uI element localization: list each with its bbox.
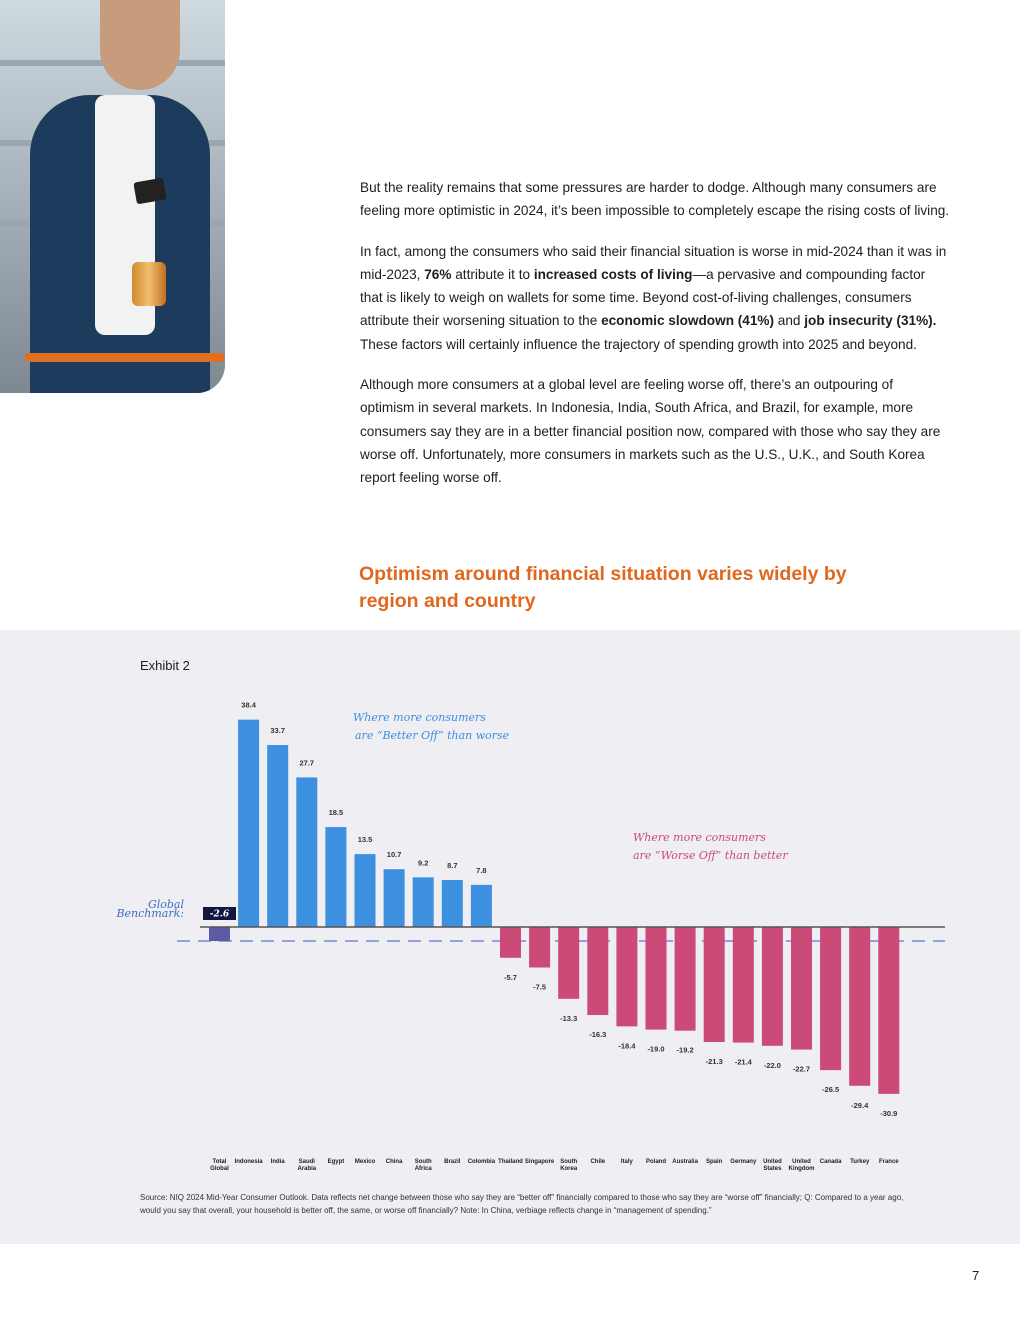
bar-south-korea (558, 927, 580, 999)
annotation-better-off: Where more consumers are “Better Off” tha… (353, 711, 510, 742)
data-label: -21.4 (735, 1058, 753, 1067)
hero-photo (0, 0, 225, 393)
bar-china (383, 869, 405, 927)
bar-france (878, 927, 900, 1094)
bar-germany (732, 927, 754, 1043)
data-label: -7.5 (533, 983, 546, 992)
x-tick-label: Poland (646, 1159, 666, 1165)
bar-saudi-arabia (296, 777, 318, 927)
x-tick-label: China (386, 1159, 403, 1165)
benchmark-value-label: -2.6 (210, 910, 230, 920)
exhibit-label: Exhibit 2 (140, 658, 190, 673)
x-tick-label: Australia (672, 1159, 698, 1165)
bar-total-global (209, 927, 230, 942)
data-label: -18.4 (618, 1041, 636, 1050)
bar-spain (703, 927, 725, 1043)
source-note: Source: NIQ 2024 Mid-Year Consumer Outlo… (140, 1193, 904, 1215)
x-tick-label: Chile (590, 1159, 605, 1165)
x-tick-label: Canada (820, 1159, 842, 1165)
bar-chile (587, 927, 609, 1016)
bar-united-kingdom (791, 927, 812, 1050)
section-heading: Optimism around financial situation vari… (359, 563, 847, 612)
bar-poland (645, 927, 667, 1030)
data-label: -26.5 (822, 1085, 839, 1094)
data-label: -29.4 (851, 1101, 869, 1110)
x-tick-label: India (271, 1159, 286, 1165)
x-tick-label: Mexico (355, 1159, 376, 1165)
page-number: 7 (972, 1268, 980, 1283)
bar-south-africa (412, 877, 434, 927)
x-tick-label: Germany (730, 1159, 757, 1165)
x-tick-label: Spain (706, 1159, 723, 1165)
shopping-cart-handle (25, 353, 225, 362)
bar-brazil (441, 880, 463, 927)
data-label: 33.7 (270, 726, 285, 735)
paragraph-3: Although more consumers at a global leve… (360, 377, 941, 486)
body-text: But the reality remains that some pressu… (360, 176, 950, 507)
x-tick-label: Colombia (468, 1159, 496, 1165)
bar-chart: -2.6 Total Global 38.4 Indonesia 33.7 India 27.… (115, 701, 945, 1172)
x-tick-label: Total Global (210, 1159, 229, 1172)
bar-singapore (529, 927, 551, 968)
bar-colombia (470, 884, 492, 927)
x-tick-label: United Kingdom (789, 1159, 815, 1172)
data-label: 18.5 (329, 808, 344, 817)
x-tick-label: Singapore (525, 1159, 555, 1165)
x-tick-label: United States (763, 1159, 782, 1172)
annotation-worse-off: Where more consumers are “Worse Off” than… (633, 831, 788, 862)
bar-thailand (500, 927, 521, 958)
paragraph-2: In fact, among the consumers who said th… (360, 243, 947, 352)
data-label: 27.7 (299, 758, 314, 767)
x-tick-label: Brazil (444, 1159, 461, 1165)
data-label: -30.9 (880, 1109, 897, 1118)
data-label: 9.2 (418, 858, 428, 867)
bar-indonesia (238, 719, 260, 927)
data-label: 13.5 (358, 835, 373, 844)
x-tick-label: Turkey (850, 1159, 870, 1165)
benchmark-label: Global Benchmark: (115, 898, 184, 920)
data-label: 7.8 (476, 866, 486, 875)
x-tick-label: South Korea (560, 1159, 578, 1172)
paragraph-1: But the reality remains that some pressu… (360, 180, 950, 219)
bar-australia (674, 927, 696, 1031)
x-tick-label: Saudi Arabia (297, 1159, 316, 1172)
x-tick-label: Indonesia (235, 1159, 264, 1165)
data-label: -22.0 (764, 1061, 781, 1070)
bar-india (267, 745, 289, 927)
data-label: 38.4 (241, 701, 256, 710)
data-label: -5.7 (504, 973, 517, 982)
bar-canada (820, 927, 842, 1071)
bar-united-states (761, 927, 783, 1046)
bar-egypt (325, 827, 347, 927)
x-tick-label: Egypt (328, 1159, 345, 1165)
data-label: -13.3 (560, 1014, 577, 1023)
data-label: 10.7 (387, 850, 402, 859)
bar-italy (616, 927, 638, 1027)
data-label: -19.0 (647, 1045, 664, 1054)
data-label: 8.7 (447, 861, 457, 870)
bar-turkey (849, 927, 871, 1086)
data-label: -19.2 (677, 1046, 694, 1055)
data-label: -16.3 (589, 1030, 606, 1039)
data-label: -22.7 (793, 1065, 810, 1074)
bar-mexico (354, 854, 376, 927)
x-tick-label: Italy (621, 1159, 634, 1165)
benchmark-value-box (203, 907, 236, 920)
x-tick-label: South Africa (415, 1159, 433, 1172)
data-label: -21.3 (706, 1057, 723, 1066)
x-tick-label: Thailand (498, 1159, 523, 1165)
x-tick-label: France (879, 1159, 899, 1165)
